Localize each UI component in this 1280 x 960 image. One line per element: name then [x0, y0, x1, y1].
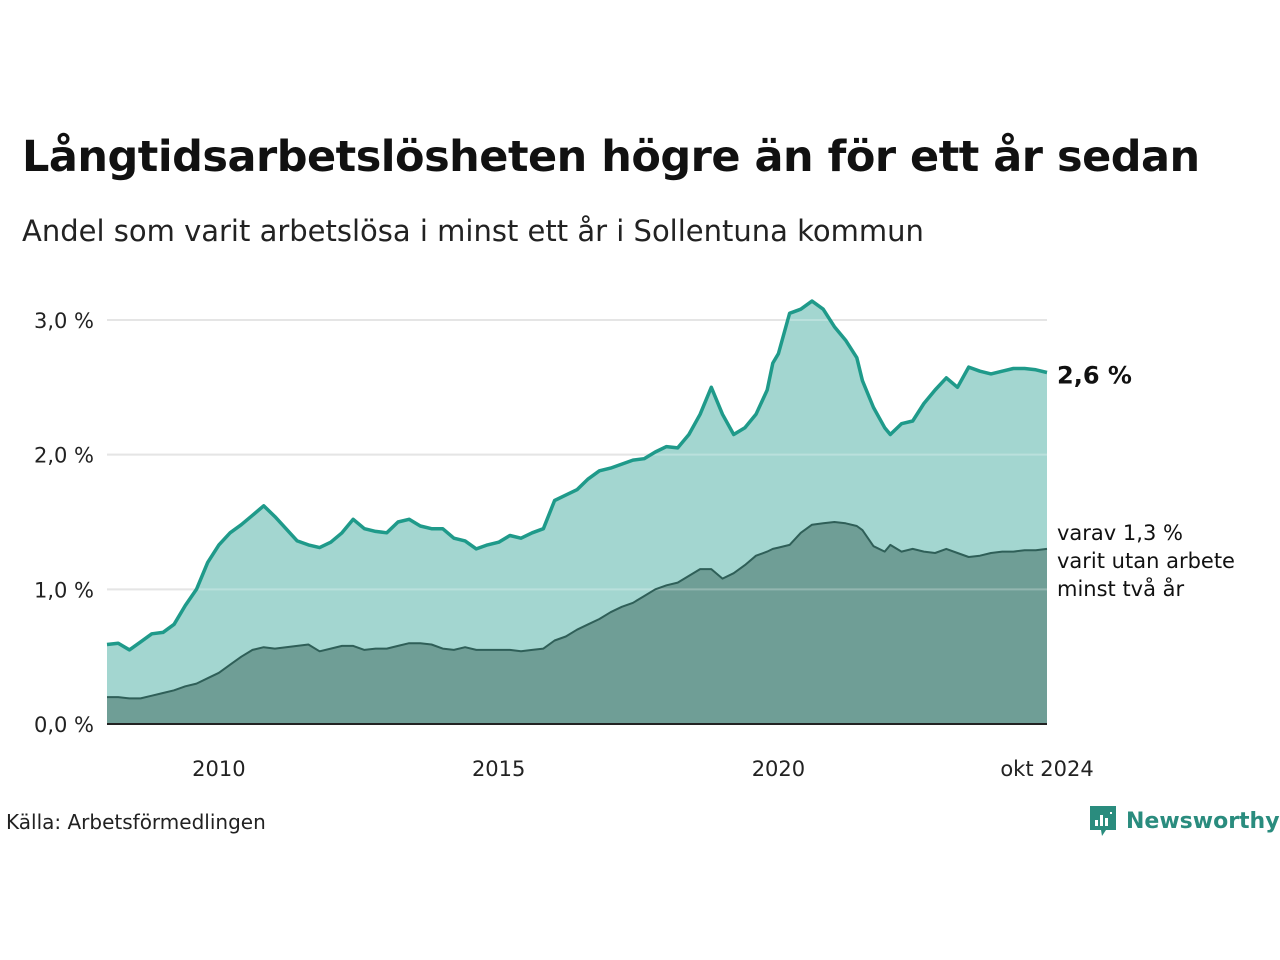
chart-subtitle: Andel som varit arbetslösa i minst ett å… — [22, 214, 924, 248]
series-area-two-years — [107, 522, 1047, 724]
y-tick-label: 1,0 % — [34, 578, 94, 602]
x-tick-label: 2010 — [192, 757, 245, 781]
series-line-two-years — [107, 521, 1048, 700]
sub-value-label-line: minst två år — [1057, 576, 1185, 601]
y-tick-label: 2,0 % — [34, 444, 94, 468]
end-value-label: 2,6 % — [1057, 362, 1132, 390]
sub-value-label-line: varav 1,3 % — [1057, 521, 1183, 545]
brand-name: Newsworthy — [1126, 808, 1280, 834]
x-tick-label: 2015 — [472, 757, 525, 781]
y-tick-label: 0,0 % — [34, 713, 94, 737]
series-line-one-year — [106, 299, 1048, 652]
x-tick-label: 2020 — [752, 757, 805, 781]
x-tick-label: okt 2024 — [1000, 757, 1093, 781]
newsworthy-logo-icon — [1090, 806, 1116, 836]
source-note: Källa: Arbetsförmedlingen — [6, 810, 266, 834]
brand-logo[interactable]: Newsworthy — [1088, 804, 1280, 838]
chart-title: Långtidsarbetslösheten högre än för ett … — [22, 132, 1200, 182]
sub-value-label-line: varit utan arbete — [1057, 549, 1235, 573]
y-tick-label: 3,0 % — [34, 309, 94, 333]
